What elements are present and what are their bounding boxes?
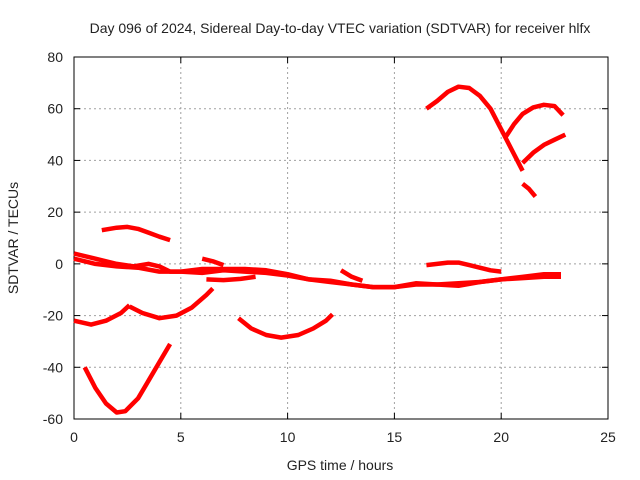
y-tick-label: 60 — [47, 101, 63, 117]
x-tick-label: 25 — [600, 429, 616, 445]
series-arc-5 — [128, 286, 215, 321]
series-arc-3 — [101, 224, 171, 243]
x-axis-label: GPS time / hours — [287, 457, 394, 473]
x-tick-label: 20 — [493, 429, 509, 445]
y-tick-label: -60 — [43, 411, 63, 427]
y-tick-label: 40 — [47, 152, 63, 168]
x-tick-label: 0 — [70, 429, 78, 445]
series-layer — [73, 84, 567, 415]
series-arc-15 — [521, 181, 538, 199]
series-arc-7 — [201, 256, 225, 268]
axis-ticks — [73, 56, 609, 420]
x-tick-label: 15 — [387, 429, 403, 445]
series-arc-2 — [73, 256, 561, 290]
y-axis-label: SDTVAR / TECUs — [5, 182, 21, 294]
series-arc-6 — [82, 342, 173, 415]
y-tick-label: 80 — [47, 49, 63, 65]
x-tick-label: 10 — [280, 429, 296, 445]
y-tick-label: -40 — [43, 359, 63, 375]
series-arc-11 — [426, 260, 502, 274]
series-arc-14 — [521, 132, 567, 165]
y-tick-label: 20 — [47, 204, 63, 220]
chart-title: Day 096 of 2024, Sidereal Day-to-day VTE… — [90, 20, 591, 36]
y-tick-label: -20 — [43, 308, 63, 324]
x-tick-label: 5 — [177, 429, 185, 445]
y-tick-labels: -60 -40 -20 0 20 40 60 80 — [43, 49, 63, 427]
series-arc-12 — [425, 84, 525, 172]
plot-frame — [73, 56, 609, 420]
series-arc-8 — [206, 274, 256, 283]
series-arc-10 — [339, 268, 364, 283]
grid-layer — [74, 57, 608, 419]
series-arc-9 — [237, 312, 335, 340]
x-tick-labels: 0 5 10 15 20 25 — [70, 429, 616, 445]
series-arc-4 — [73, 303, 132, 327]
y-tick-label: 0 — [55, 256, 63, 272]
series-arc-13 — [503, 102, 565, 139]
